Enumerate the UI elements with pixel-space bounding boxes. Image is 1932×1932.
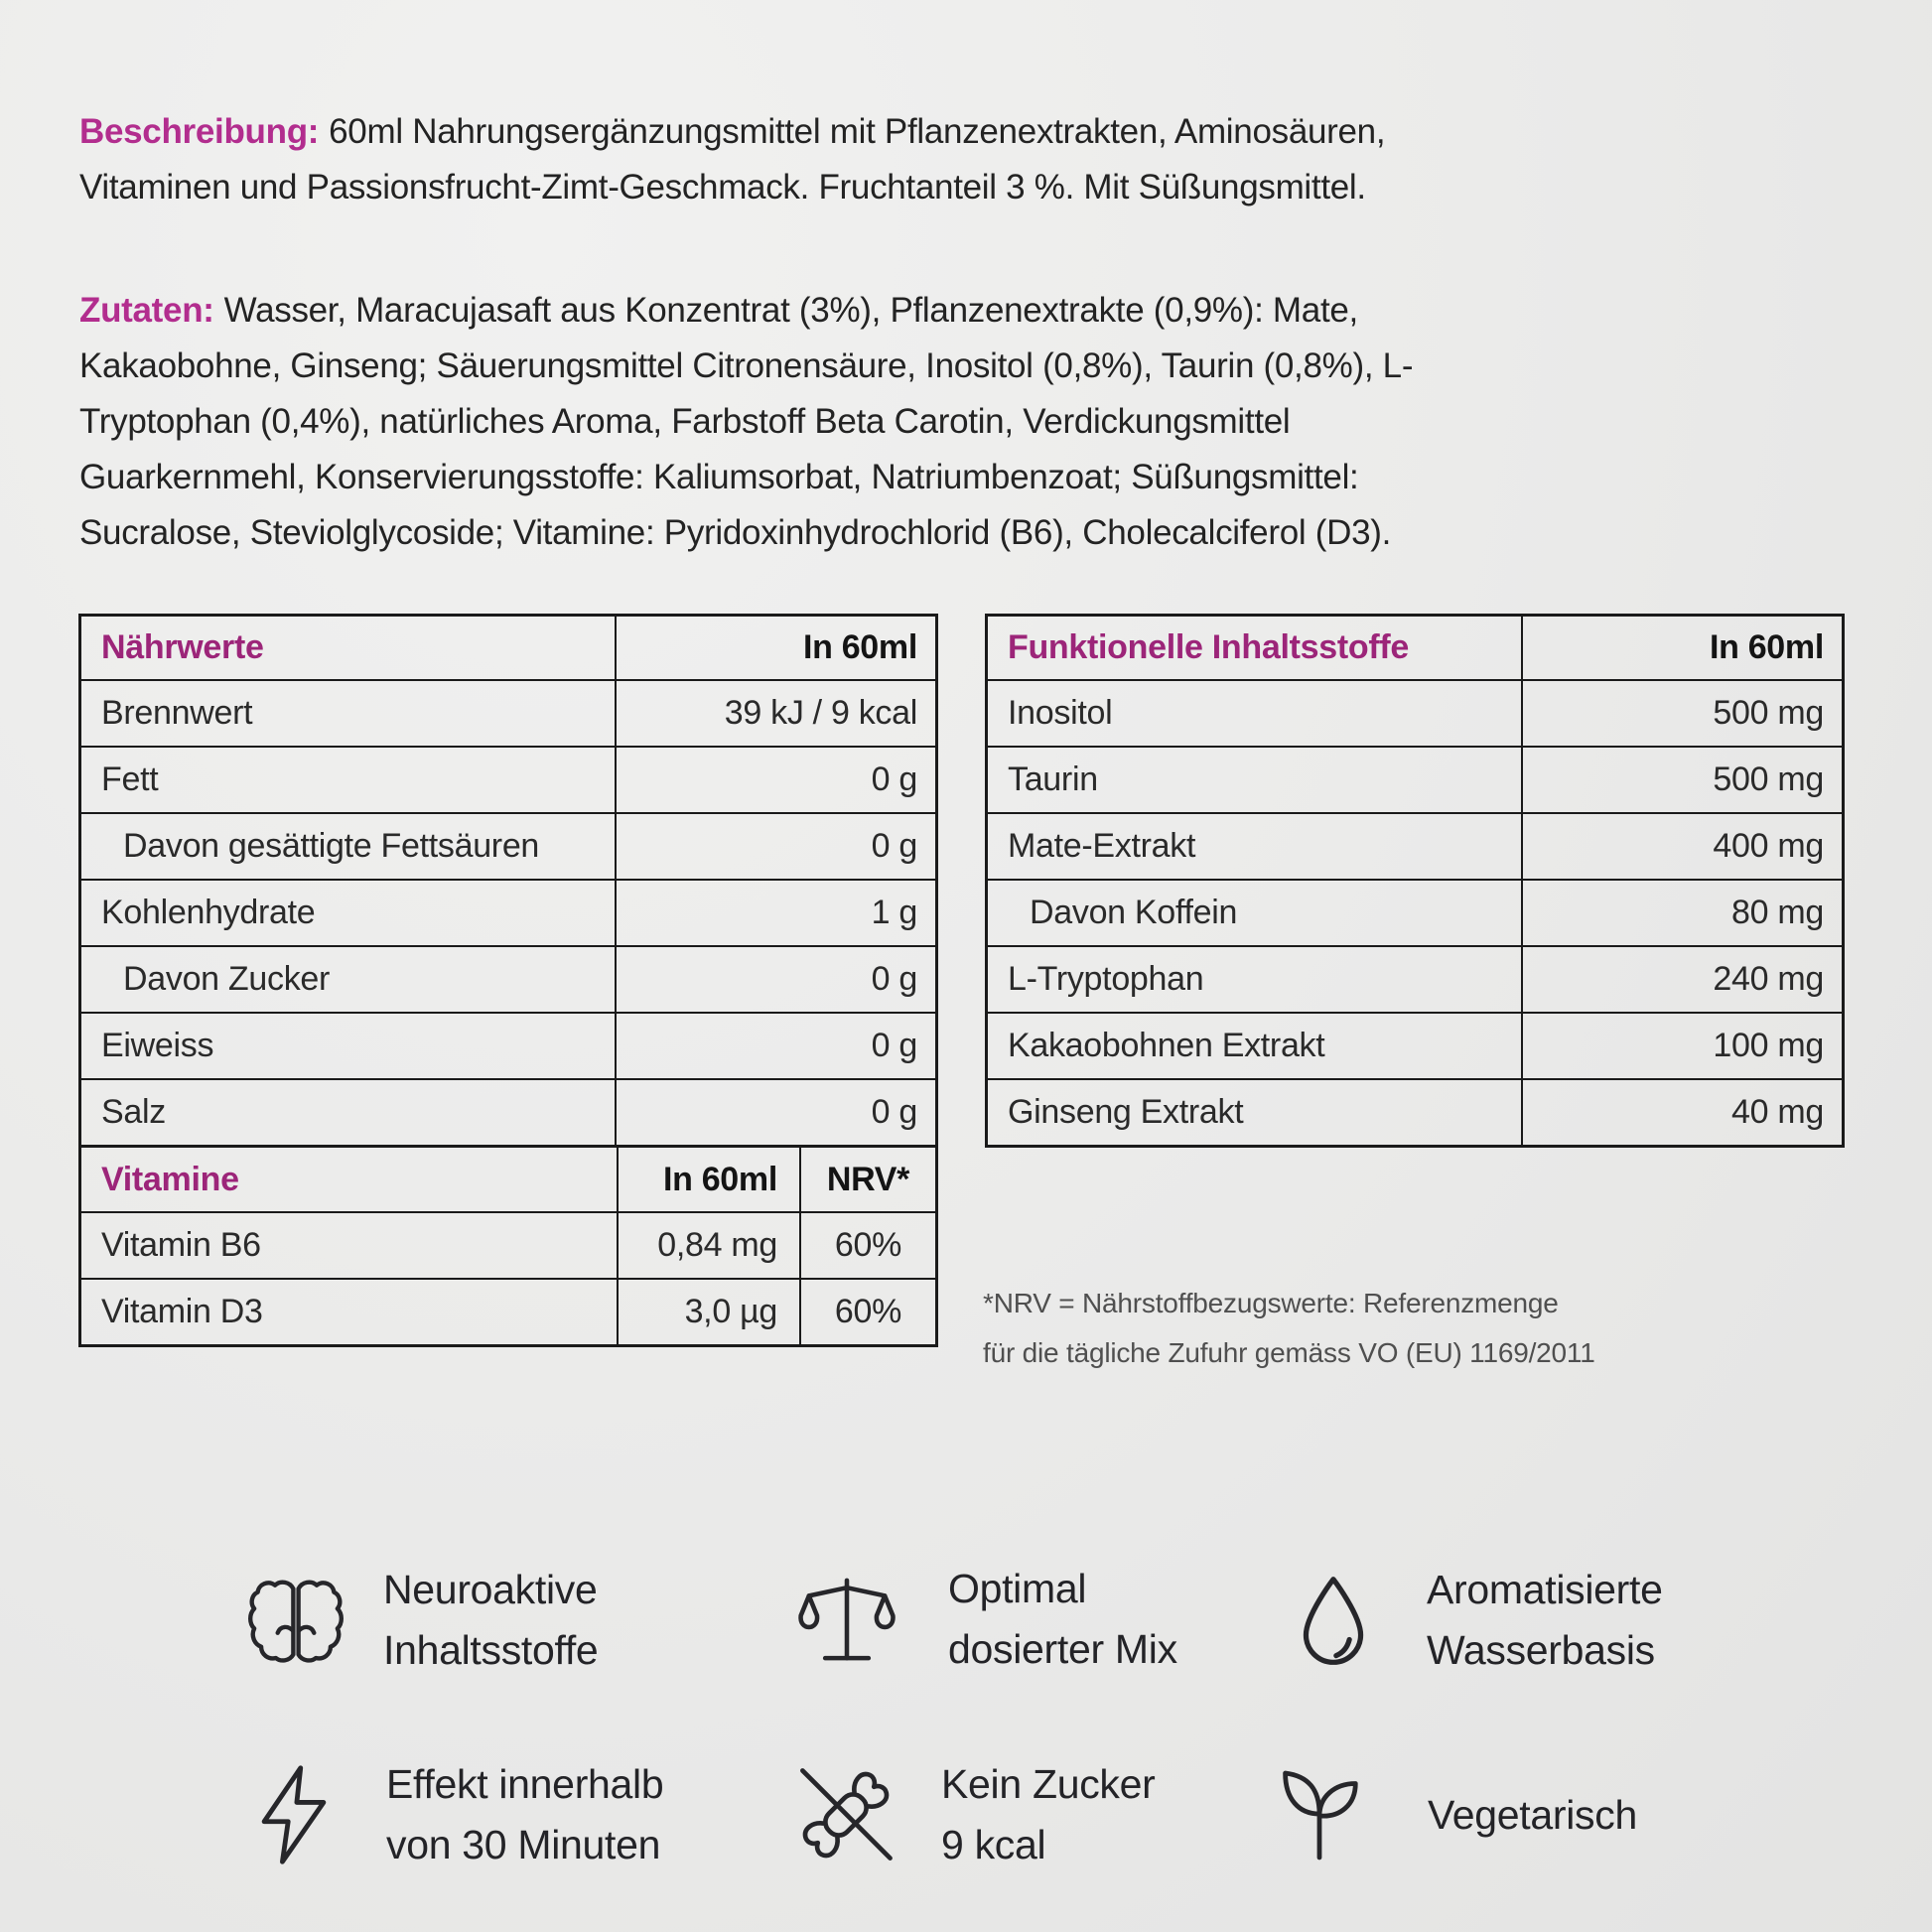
feature-fast-effect: Effekt innerhalb von 30 Minuten: [253, 1739, 664, 1890]
table-row: Davon gesättigte Fettsäuren 0 g: [81, 812, 935, 879]
feature-vegetarian: Vegetarisch: [1277, 1739, 1637, 1890]
functional-table-header: Funktionelle Inhaltsstoffe In 60ml: [988, 617, 1842, 679]
table-row: Fett 0 g: [81, 746, 935, 812]
table-row: L-Tryptophan 240 mg: [988, 945, 1842, 1012]
nutrition-col-header: In 60ml: [615, 617, 935, 679]
table-row: Inositol 500 mg: [988, 679, 1842, 746]
functional-col-header: In 60ml: [1521, 617, 1842, 679]
lightning-icon: [261, 1765, 327, 1864]
nutrition-table-header: Nährwerte In 60ml: [81, 617, 935, 679]
table-row: Mate-Extrakt 400 mg: [988, 812, 1842, 879]
description-text: 60ml Nahrungsergänzungsmittel mit Pflanz…: [79, 112, 1386, 207]
table-row: Kohlenhydrate 1 g: [81, 879, 935, 945]
waterdrop-icon: [1303, 1576, 1364, 1665]
feature-water-base: Aromatisierte Wasserbasis: [1296, 1555, 1663, 1686]
nutrition-table: Nährwerte In 60ml Brennwert 39 kJ / 9 kc…: [78, 614, 938, 1347]
nutrition-table-title: Nährwerte: [101, 628, 264, 666]
feature-label: Vegetarisch: [1428, 1791, 1637, 1838]
no-sugar-icon: [800, 1768, 893, 1861]
table-row: Vitamin D3 3,0 µg 60%: [81, 1278, 935, 1344]
vitamins-header: Vitamine In 60ml NRV*: [81, 1145, 935, 1211]
table-row: Salz 0 g: [81, 1078, 935, 1145]
nrv-footnote-line1: *NRV = Nährstoffbezugswerte: Referenzmen…: [983, 1288, 1559, 1318]
nrv-footnote-line2: für die tägliche Zufuhr gemäss VO (EU) 1…: [983, 1337, 1595, 1368]
ingredients-paragraph: Zutaten: Wasser, Maracujasaft aus Konzent…: [79, 283, 1469, 561]
table-row: Brennwert 39 kJ / 9 kcal: [81, 679, 935, 746]
nrv-footnote: *NRV = Nährstoffbezugswerte: Referenzmen…: [983, 1279, 1595, 1378]
feature-label: Optimal dosierter Mix: [948, 1566, 1177, 1672]
functional-table-title: Funktionelle Inhaltsstoffe: [1008, 628, 1410, 666]
table-row: Kakaobohnen Extrakt 100 mg: [988, 1012, 1842, 1078]
ingredients-text: Wasser, Maracujasaft aus Konzentrat (3%)…: [79, 291, 1414, 552]
table-row: Eiweiss 0 g: [81, 1012, 935, 1078]
functional-ingredients-table: Funktionelle Inhaltsstoffe In 60ml Inosi…: [985, 614, 1845, 1148]
table-row: Vitamin B6 0,84 mg 60%: [81, 1211, 935, 1278]
feature-optimal-dose: Optimal dosierter Mix: [797, 1549, 1177, 1690]
description-paragraph: Beschreibung: 60ml Nahrungsergänzungsmitt…: [79, 104, 1539, 215]
feature-no-sugar: Kein Zucker 9 kcal: [794, 1739, 1156, 1890]
feature-label: Kein Zucker 9 kcal: [941, 1761, 1156, 1867]
feature-neuroactive: Neuroaktive Inhaltsstoffe: [248, 1555, 599, 1686]
table-row: Davon Zucker 0 g: [81, 945, 935, 1012]
scale-icon: [798, 1578, 896, 1661]
description-label: Beschreibung:: [79, 112, 320, 151]
feature-label: Effekt innerhalb von 30 Minuten: [386, 1761, 664, 1867]
brain-icon: [248, 1580, 344, 1663]
table-row: Davon Koffein 80 mg: [988, 879, 1842, 945]
ingredients-label: Zutaten:: [79, 291, 214, 330]
feature-label: Neuroaktive Inhaltsstoffe: [383, 1567, 599, 1673]
vitamins-col-header: In 60ml: [617, 1148, 799, 1211]
table-row: Ginseng Extrakt 40 mg: [988, 1078, 1842, 1145]
table-row: Taurin 500 mg: [988, 746, 1842, 812]
vitamins-nrv-header: NRV*: [799, 1148, 935, 1211]
vitamins-title: Vitamine: [101, 1160, 239, 1198]
sprout-icon: [1283, 1770, 1358, 1861]
feature-label: Aromatisierte Wasserbasis: [1427, 1567, 1663, 1673]
